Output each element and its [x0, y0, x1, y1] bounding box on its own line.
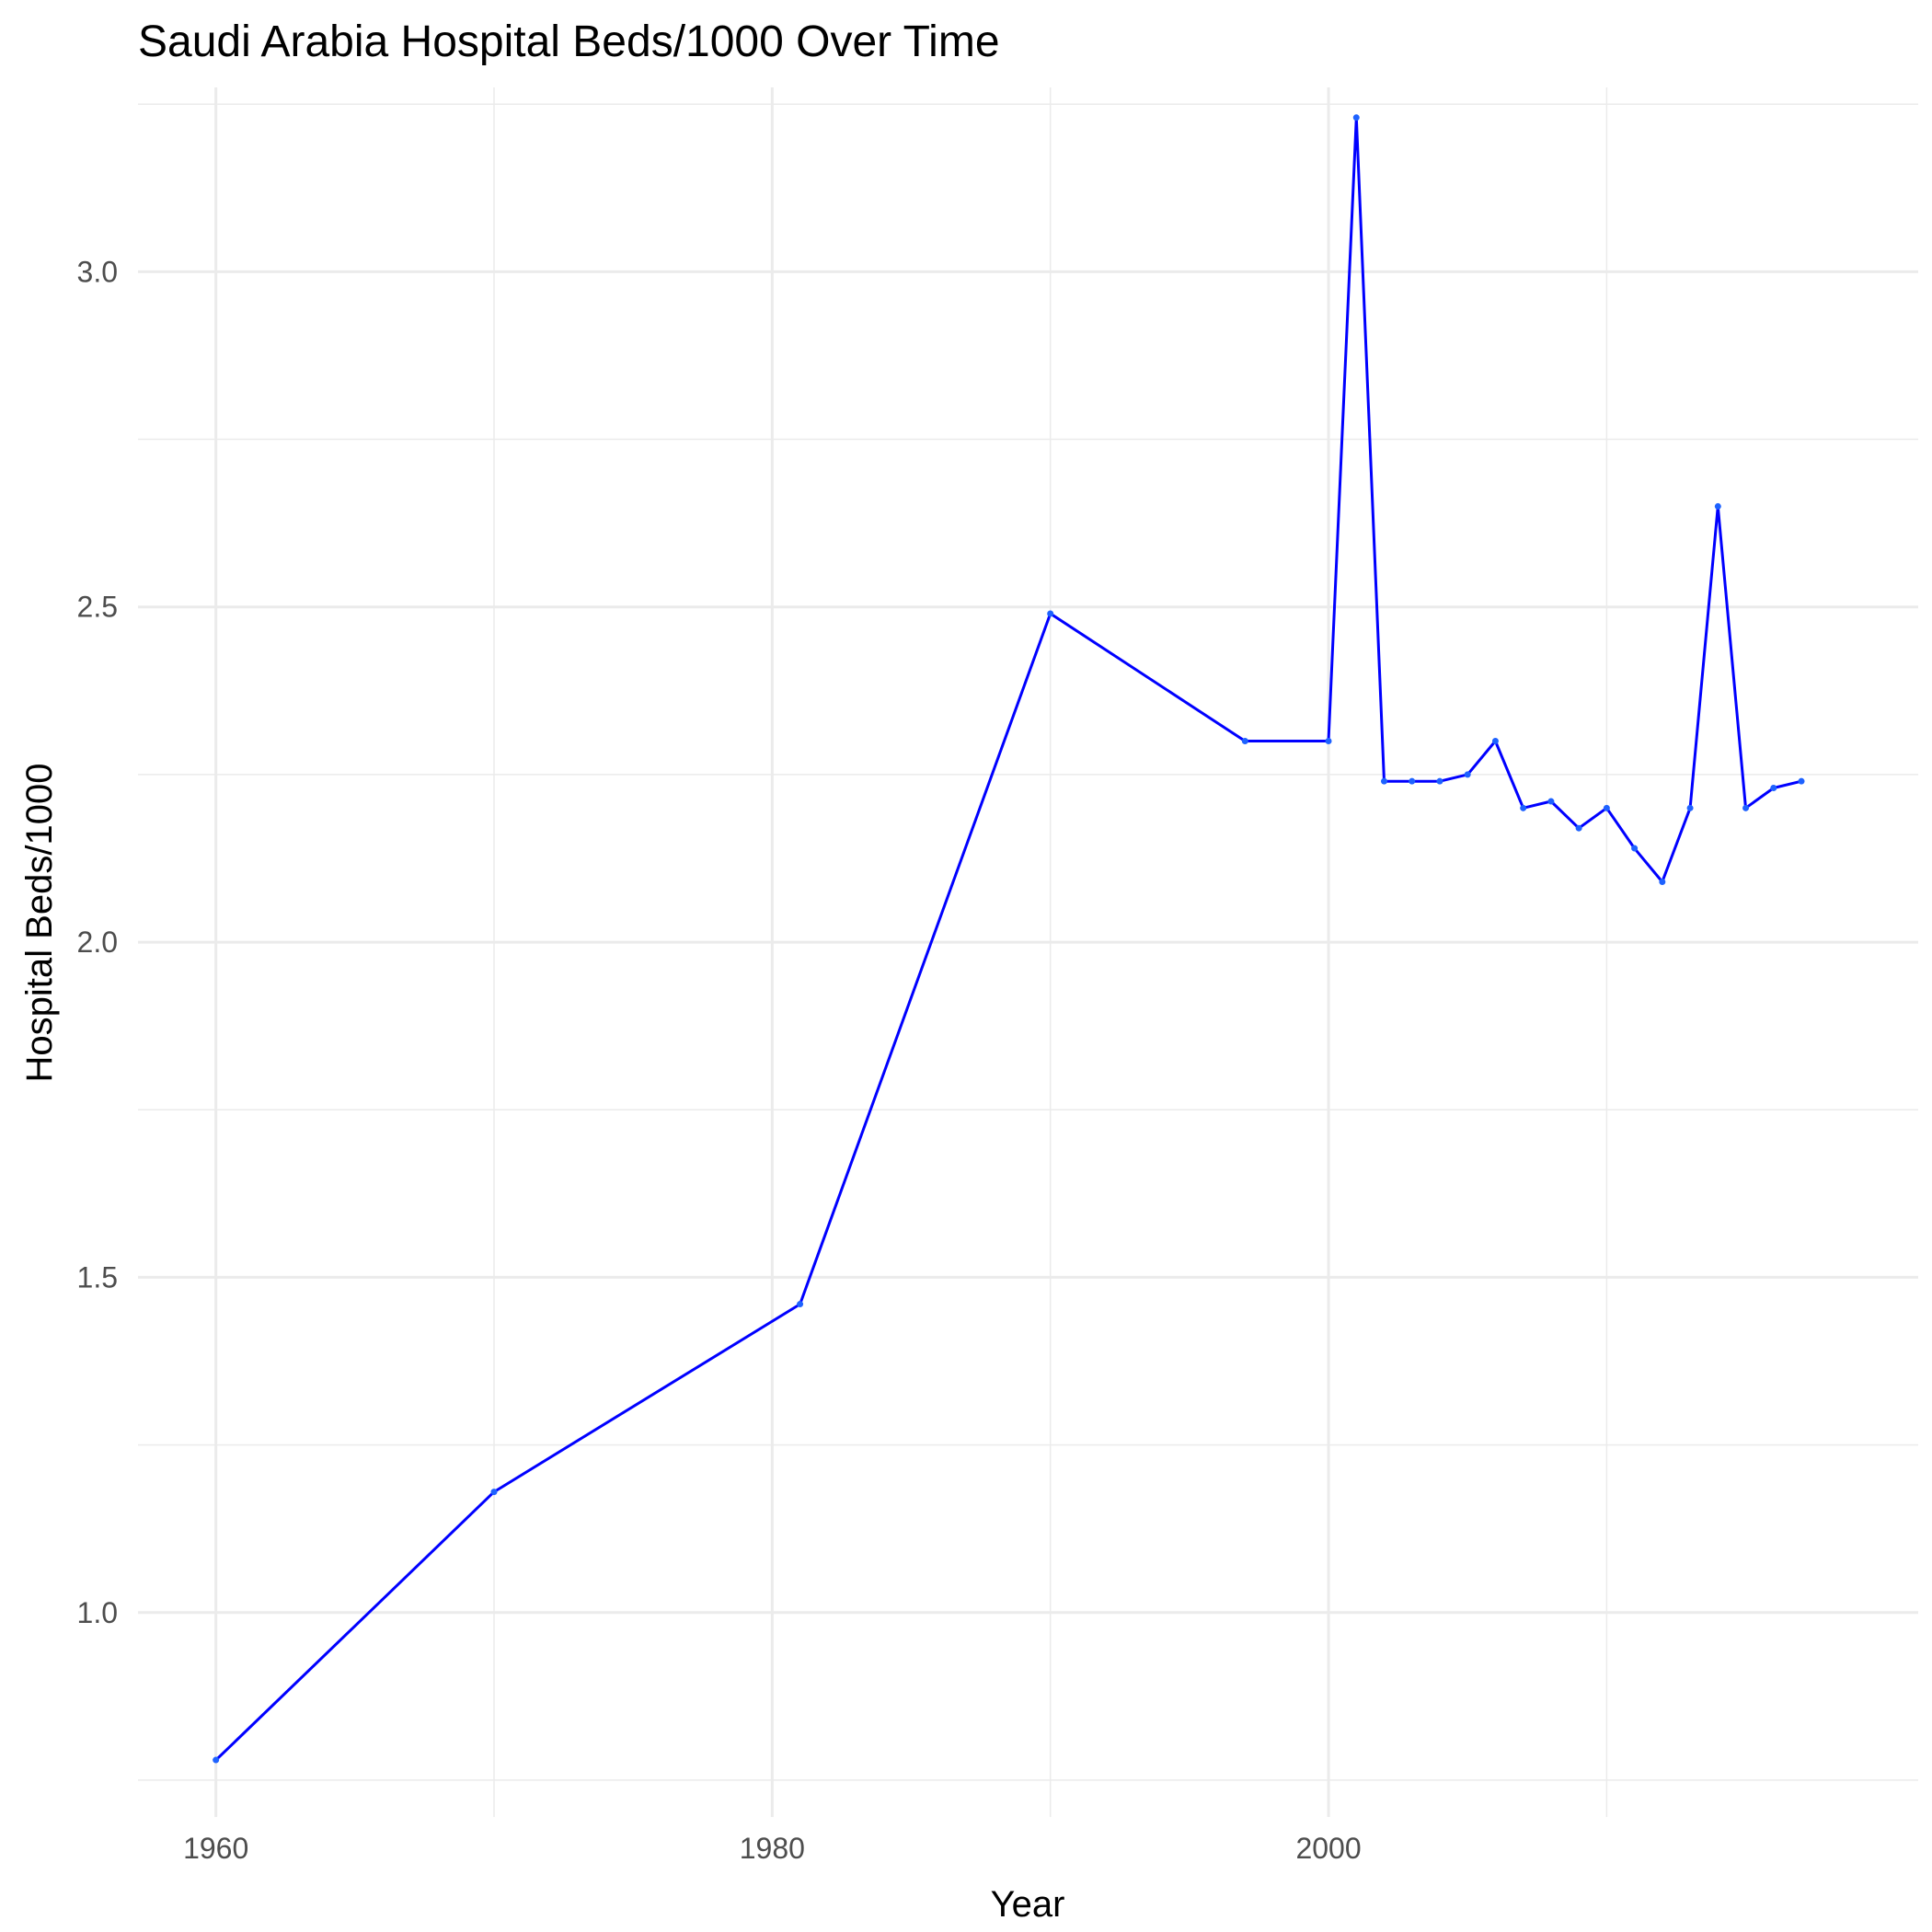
- data-point: [1798, 777, 1805, 785]
- data-point: [1742, 804, 1750, 811]
- x-tick-label: 2000: [1295, 1832, 1361, 1865]
- data-point: [1659, 878, 1666, 885]
- y-tick-label: 2.5: [77, 591, 118, 624]
- data-point: [1352, 114, 1360, 121]
- data-point: [213, 1756, 220, 1764]
- y-tick-label: 1.0: [77, 1596, 118, 1629]
- series-line: [214, 116, 1802, 1762]
- data-point: [1714, 502, 1721, 510]
- data-point: [1547, 798, 1555, 805]
- y-tick-label: 2.0: [77, 926, 118, 959]
- data-point: [490, 1489, 498, 1496]
- y-axis-tick-labels: 1.0 1.5 2.0 2.5 3.0: [77, 255, 118, 1628]
- x-tick-label: 1980: [740, 1832, 805, 1865]
- y-tick-label: 1.5: [77, 1260, 118, 1294]
- x-tick-label: 1960: [183, 1832, 248, 1865]
- data-point: [1325, 737, 1332, 744]
- data-point: [1381, 777, 1387, 785]
- y-tick-label: 3.0: [77, 255, 118, 288]
- data-point: [1520, 804, 1527, 811]
- data-point: [1603, 804, 1610, 811]
- data-point: [797, 1301, 804, 1308]
- x-axis-title: Year: [991, 1884, 1065, 1925]
- data-point: [1686, 804, 1694, 811]
- data-point: [1241, 737, 1248, 744]
- gridlines: [138, 87, 1918, 1817]
- chart-title: Saudi Arabia Hospital Beds/1000 Over Tim…: [138, 17, 1000, 66]
- data-point: [1436, 777, 1443, 785]
- x-axis-tick-labels: 1960 1980 2000: [183, 1832, 1362, 1865]
- data-point: [1491, 737, 1499, 744]
- data-point: [1047, 610, 1054, 617]
- data-point: [1464, 771, 1471, 778]
- y-axis-title: Hospital Beds/1000: [19, 764, 60, 1083]
- data-point: [1631, 845, 1639, 852]
- data-point: [1770, 784, 1777, 791]
- series-layer: [213, 114, 1805, 1764]
- data-point: [1409, 777, 1416, 785]
- data-point: [1575, 824, 1582, 832]
